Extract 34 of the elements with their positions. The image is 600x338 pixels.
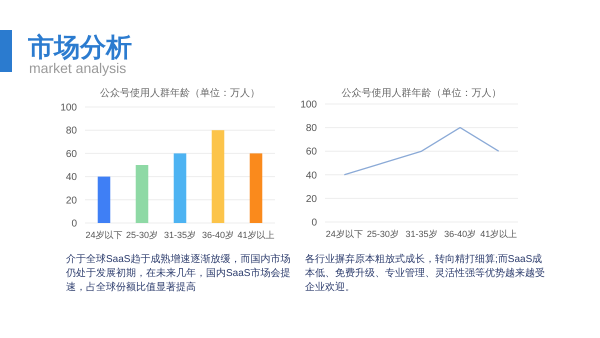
bar: [136, 165, 148, 223]
y-tick-label: 40: [306, 170, 318, 182]
y-tick-label: 80: [306, 123, 318, 134]
x-tick-label: 36-40岁: [444, 229, 476, 239]
text: 各行业摒弃原本粗放式成长，转向精打细算;而SaaS成本低、免费升级、专业管理、灵活性强等优势越来越受企业欢迎。: [305, 253, 545, 295]
y-tick-label: 20: [66, 195, 78, 206]
y-tick-label: 60: [66, 148, 78, 160]
x-tick-label: 41岁以上: [480, 229, 518, 239]
bar: [98, 176, 110, 223]
bar: [174, 153, 186, 223]
x-tick-label: 25-30岁: [126, 230, 158, 240]
text: 介于全球SaaS趋于成熟增速逐渐放缓，而国内市场仍处于发展初期，在未来几年，国内SaaS市场会提速，占全球份额比值显著提高: [66, 253, 292, 295]
y-tick-label: 60: [306, 146, 318, 158]
x-tick-label: 24岁以下: [326, 229, 363, 239]
x-tick-label: 31-35岁: [164, 230, 196, 240]
x-tick-label: 41岁以上: [237, 230, 275, 240]
text: market analysis: [29, 60, 126, 76]
y-tick-label: 100: [60, 102, 78, 114]
y-tick-label: 0: [311, 218, 318, 228]
bar: [212, 130, 224, 223]
chart-title: 公众号使用人群年龄（单位：万人）: [100, 87, 260, 99]
x-tick-label: 36-40岁: [202, 230, 234, 240]
y-tick-label: 20: [306, 194, 318, 205]
x-tick-label: 25-30岁: [366, 229, 399, 239]
chart-title: 公众号使用人群年龄（单位：万人）: [342, 87, 502, 99]
y-tick-label: 0: [71, 218, 78, 230]
y-tick-label: 100: [300, 100, 318, 110]
text: 市场分析: [27, 32, 132, 62]
bar: [250, 153, 262, 223]
x-tick-label: 31-35岁: [405, 229, 438, 239]
y-tick-label: 80: [66, 126, 78, 137]
y-tick-label: 40: [66, 172, 78, 184]
line-series: [344, 126, 500, 176]
x-tick-label: 24岁以下: [85, 230, 123, 240]
